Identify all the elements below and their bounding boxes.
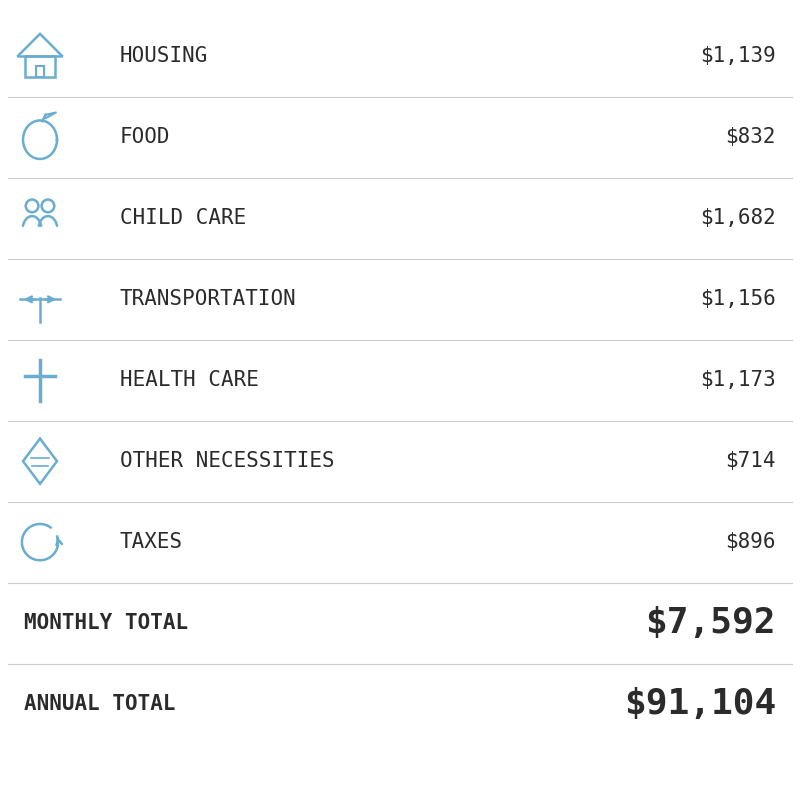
Text: HOUSING: HOUSING [120, 46, 208, 66]
Text: $896: $896 [726, 532, 776, 552]
Text: CHILD CARE: CHILD CARE [120, 208, 246, 228]
Text: $1,682: $1,682 [700, 208, 776, 228]
Text: $7,592: $7,592 [646, 606, 776, 640]
Text: $714: $714 [726, 451, 776, 471]
Bar [26, 56, 54, 77]
Text: OTHER NECESSITIES: OTHER NECESSITIES [120, 451, 334, 471]
Text: $1,139: $1,139 [700, 46, 776, 66]
Text: ANNUAL TOTAL: ANNUAL TOTAL [24, 694, 175, 714]
Bar [36, 66, 44, 77]
Text: TRANSPORTATION: TRANSPORTATION [120, 289, 297, 309]
Text: $832: $832 [726, 127, 776, 147]
Text: $91,104: $91,104 [624, 687, 776, 721]
Text: $1,156: $1,156 [700, 289, 776, 309]
Text: FOOD: FOOD [120, 127, 170, 147]
Text: TAXES: TAXES [120, 532, 183, 552]
Text: MONTHLY TOTAL: MONTHLY TOTAL [24, 613, 188, 633]
Text: $1,173: $1,173 [700, 370, 776, 390]
Text: HEALTH CARE: HEALTH CARE [120, 370, 259, 390]
